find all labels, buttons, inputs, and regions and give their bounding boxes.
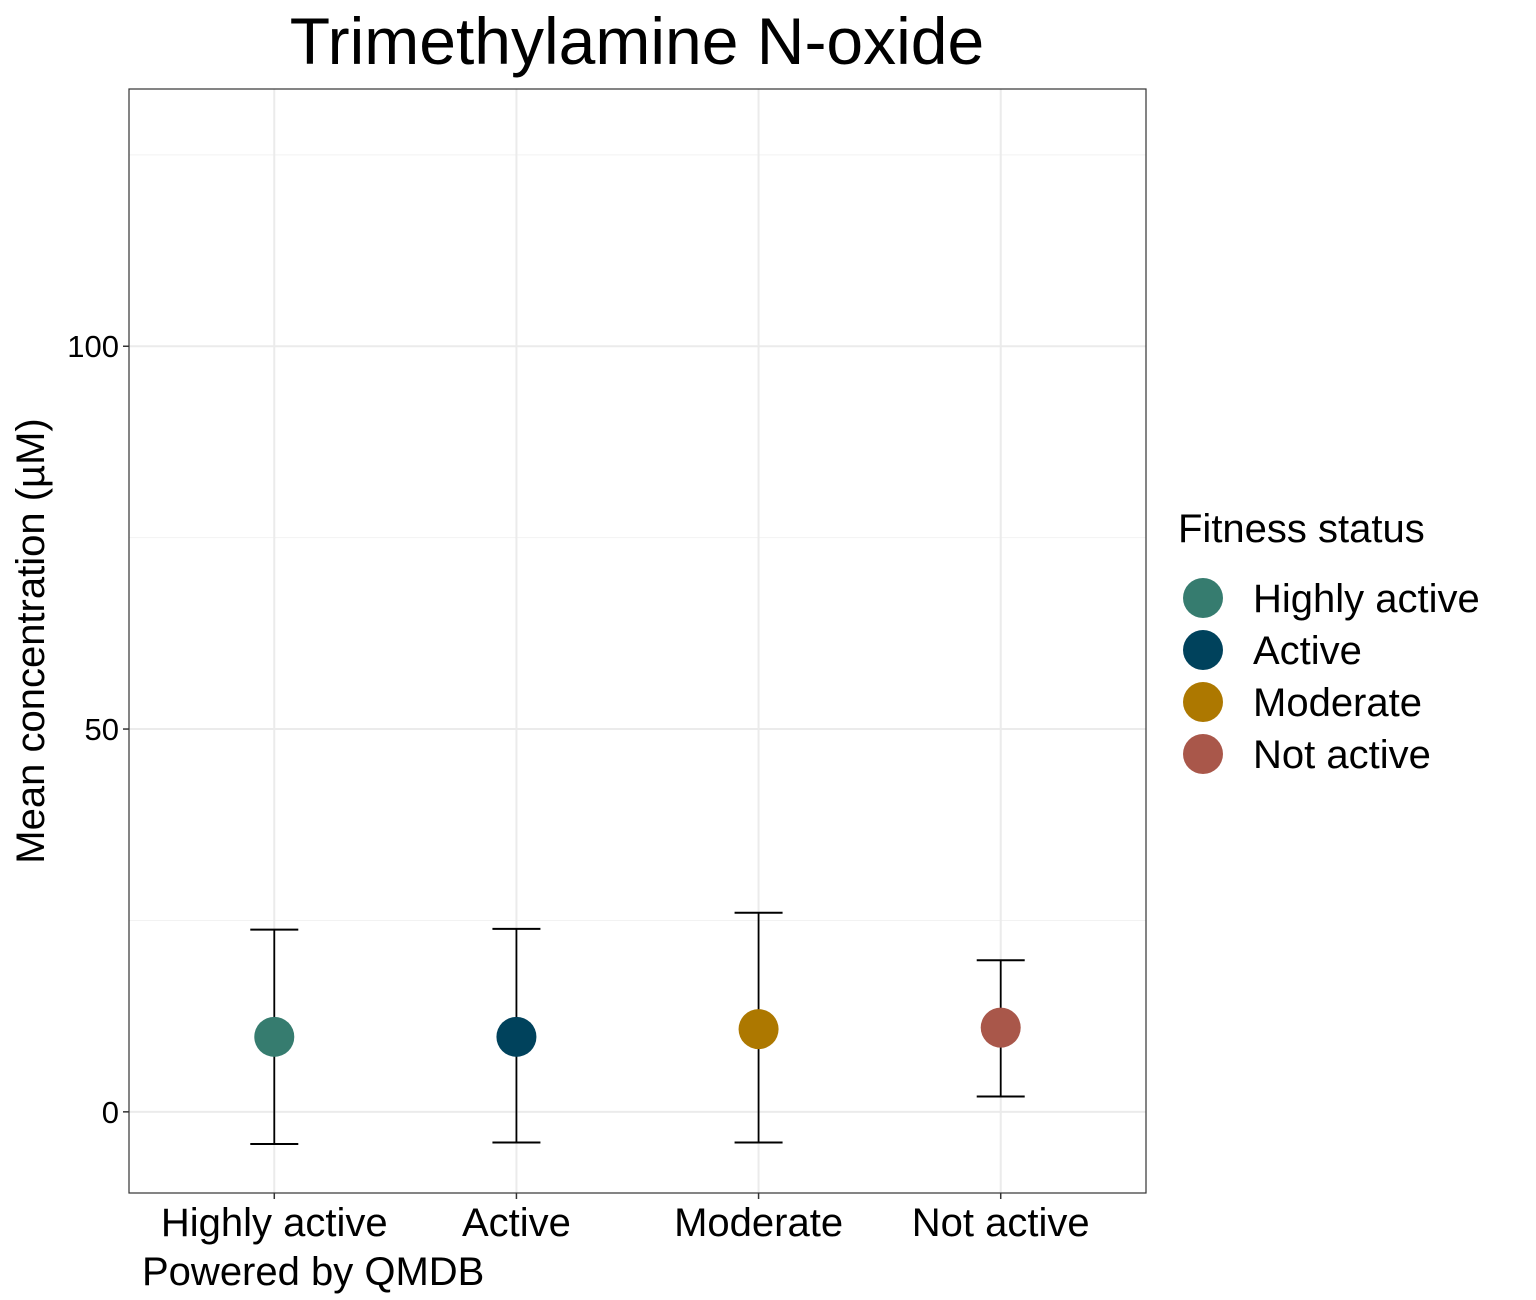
plot-panel-border bbox=[128, 88, 1147, 1194]
data-point bbox=[738, 1009, 779, 1050]
legend-label: Not active bbox=[1253, 733, 1431, 777]
x-tick-label: Active bbox=[462, 1201, 571, 1245]
legend-key bbox=[1183, 578, 1223, 618]
legend-key bbox=[1183, 630, 1223, 670]
caption: Powered by QMDB bbox=[142, 1250, 484, 1294]
y-tick-label: 50 bbox=[85, 712, 119, 747]
legend-title: Fitness status bbox=[1178, 507, 1425, 551]
chart-title: Trimethylamine N-oxide bbox=[290, 4, 984, 78]
legend-label: Highly active bbox=[1253, 577, 1480, 621]
legend: Fitness status Highly active Active Modera… bbox=[1178, 507, 1480, 777]
x-tick-label: Highly active bbox=[161, 1201, 388, 1245]
x-tick-label: Moderate bbox=[674, 1201, 843, 1245]
y-axis-label: Mean concentration (µM) bbox=[9, 418, 53, 863]
legend-key bbox=[1183, 682, 1223, 722]
data-point bbox=[980, 1007, 1021, 1048]
legend-label: Moderate bbox=[1253, 681, 1422, 725]
y-tick-label: 0 bbox=[102, 1095, 119, 1130]
y-axis: 0 50 100 bbox=[67, 329, 129, 1130]
x-axis: Highly active Active Moderate Not active bbox=[161, 1193, 1090, 1245]
legend-key bbox=[1183, 734, 1223, 774]
legend-label: Active bbox=[1253, 629, 1362, 673]
marks bbox=[250, 911, 1025, 1146]
data-point bbox=[496, 1016, 537, 1057]
x-tick-label: Not active bbox=[912, 1201, 1090, 1245]
y-tick-label: 100 bbox=[67, 329, 119, 364]
data-point bbox=[254, 1016, 295, 1057]
